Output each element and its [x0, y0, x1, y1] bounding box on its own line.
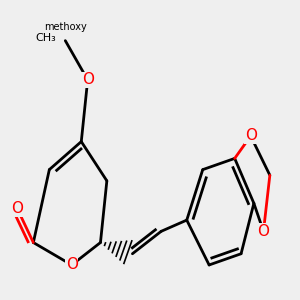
Text: methoxy: methoxy [44, 22, 87, 32]
Text: O: O [245, 128, 257, 143]
Text: O: O [257, 224, 269, 239]
Text: O: O [11, 201, 23, 216]
Text: CH₃: CH₃ [36, 33, 56, 43]
Text: O: O [66, 257, 78, 272]
Text: O: O [82, 72, 94, 87]
